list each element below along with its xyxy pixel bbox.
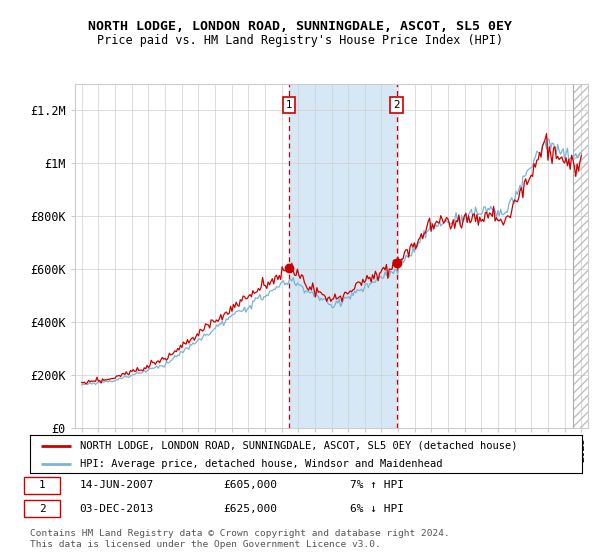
Bar — [573, 84, 588, 428]
Text: Contains HM Land Registry data © Crown copyright and database right 2024.: Contains HM Land Registry data © Crown c… — [30, 529, 450, 538]
Text: 1: 1 — [286, 100, 292, 110]
Text: 7% ↑ HPI: 7% ↑ HPI — [350, 480, 404, 490]
Text: 6% ↓ HPI: 6% ↓ HPI — [350, 504, 404, 514]
Text: 03-DEC-2013: 03-DEC-2013 — [80, 504, 154, 514]
Text: HPI: Average price, detached house, Windsor and Maidenhead: HPI: Average price, detached house, Wind… — [80, 459, 442, 469]
FancyBboxPatch shape — [25, 477, 61, 494]
FancyBboxPatch shape — [25, 501, 61, 517]
Text: £625,000: £625,000 — [223, 504, 277, 514]
Text: NORTH LODGE, LONDON ROAD, SUNNINGDALE, ASCOT, SL5 0EY (detached house): NORTH LODGE, LONDON ROAD, SUNNINGDALE, A… — [80, 441, 517, 451]
Text: £605,000: £605,000 — [223, 480, 277, 490]
Text: 14-JUN-2007: 14-JUN-2007 — [80, 480, 154, 490]
Bar — [289, 84, 397, 428]
Text: 2: 2 — [394, 100, 400, 110]
Text: NORTH LODGE, LONDON ROAD, SUNNINGDALE, ASCOT, SL5 0EY: NORTH LODGE, LONDON ROAD, SUNNINGDALE, A… — [88, 20, 512, 34]
Bar — [573, 84, 588, 428]
Text: This data is licensed under the Open Government Licence v3.0.: This data is licensed under the Open Gov… — [30, 540, 381, 549]
Text: 2: 2 — [39, 504, 46, 514]
Text: Price paid vs. HM Land Registry's House Price Index (HPI): Price paid vs. HM Land Registry's House … — [97, 34, 503, 47]
Text: 1: 1 — [39, 480, 46, 490]
